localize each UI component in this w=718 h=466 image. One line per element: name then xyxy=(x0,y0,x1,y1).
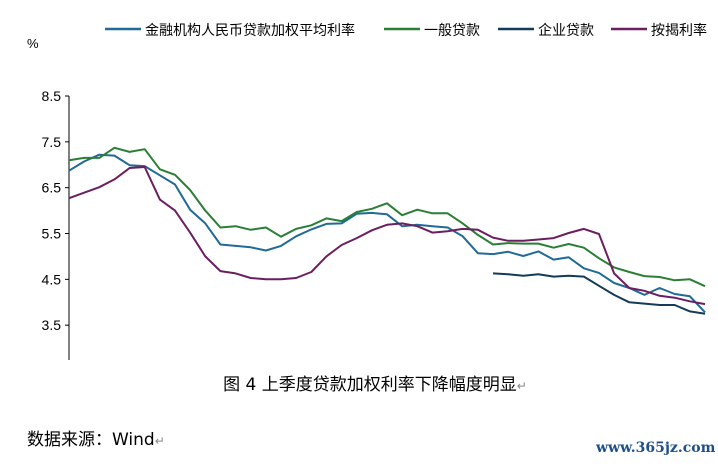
y-axis-label: % xyxy=(27,36,39,51)
legend-label-0: 金融机构人民币贷款加权平均利率 xyxy=(145,22,355,39)
series-line-1 xyxy=(68,146,706,288)
y-tick-label: 6.5 xyxy=(42,180,62,196)
legend-label-3: 按揭利率 xyxy=(651,22,707,39)
line-chart: %8.57.56.55.54.53.52.52013..2014..2014..… xyxy=(27,22,707,360)
watermark: www.365jz.com xyxy=(596,440,716,456)
data-source: 数据来源：Wind↵ xyxy=(27,425,165,450)
paragraph-mark: ↵ xyxy=(516,379,527,393)
series-line-0 xyxy=(68,153,706,313)
paragraph-mark: ↵ xyxy=(154,434,165,448)
y-tick-label: 5.5 xyxy=(42,226,62,242)
y-tick-label: 7.5 xyxy=(42,134,62,150)
y-tick-label: 8.5 xyxy=(42,88,62,104)
series-line-3 xyxy=(68,166,706,306)
source-text: 数据来源：Wind xyxy=(27,430,155,450)
caption-text: 图 4 上季度贷款加权利率下降幅度明显 xyxy=(223,375,517,395)
y-tick-label: 3.5 xyxy=(42,317,62,333)
legend-label-2: 企业贷款 xyxy=(538,22,594,39)
y-tick-label: 4.5 xyxy=(42,271,62,287)
series-line-2 xyxy=(492,272,706,315)
figure-caption: 图 4 上季度贷款加权利率下降幅度明显↵ xyxy=(0,370,718,395)
legend-label-1: 一般贷款 xyxy=(424,23,480,39)
